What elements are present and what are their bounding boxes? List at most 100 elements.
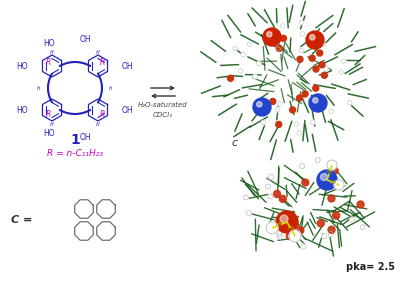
Circle shape xyxy=(329,109,334,114)
Circle shape xyxy=(331,167,338,174)
Circle shape xyxy=(313,66,319,72)
Text: H₂O-saturated: H₂O-saturated xyxy=(138,102,188,108)
Circle shape xyxy=(269,175,274,179)
Circle shape xyxy=(320,174,328,181)
Circle shape xyxy=(228,75,234,81)
Circle shape xyxy=(315,158,320,162)
Circle shape xyxy=(290,107,296,113)
Text: R: R xyxy=(99,57,105,66)
Circle shape xyxy=(309,94,327,112)
Circle shape xyxy=(297,227,304,234)
Circle shape xyxy=(263,28,281,46)
Text: h': h' xyxy=(50,122,54,126)
Circle shape xyxy=(348,100,352,105)
Circle shape xyxy=(280,215,288,223)
Circle shape xyxy=(277,231,282,236)
Circle shape xyxy=(319,62,325,68)
Circle shape xyxy=(286,218,293,225)
Text: OH: OH xyxy=(80,34,92,43)
Circle shape xyxy=(296,95,302,101)
Circle shape xyxy=(321,42,325,47)
Circle shape xyxy=(317,220,324,227)
Text: R: R xyxy=(45,110,51,118)
Circle shape xyxy=(241,53,245,57)
Circle shape xyxy=(299,48,304,53)
Circle shape xyxy=(265,184,270,189)
Text: h': h' xyxy=(96,122,100,126)
Circle shape xyxy=(308,98,312,102)
Circle shape xyxy=(313,98,318,103)
Circle shape xyxy=(339,70,344,74)
Text: h': h' xyxy=(96,49,100,55)
Text: HH: HH xyxy=(329,180,337,185)
Circle shape xyxy=(322,234,327,239)
Circle shape xyxy=(333,212,340,219)
Circle shape xyxy=(317,170,337,190)
Circle shape xyxy=(254,101,260,107)
Circle shape xyxy=(342,59,346,63)
Text: HH: HH xyxy=(287,227,295,231)
Circle shape xyxy=(274,191,280,197)
Circle shape xyxy=(324,67,328,71)
Text: R = n-C₁₁H₂₃: R = n-C₁₁H₂₃ xyxy=(47,149,103,158)
Circle shape xyxy=(297,131,301,135)
Circle shape xyxy=(268,194,273,199)
Circle shape xyxy=(313,43,319,49)
Circle shape xyxy=(289,230,301,242)
Text: HO: HO xyxy=(43,128,55,137)
Text: HH: HH xyxy=(326,170,333,175)
Circle shape xyxy=(276,45,282,51)
Circle shape xyxy=(278,102,282,106)
Text: h: h xyxy=(37,85,41,91)
Circle shape xyxy=(294,122,298,126)
Circle shape xyxy=(238,68,243,73)
Circle shape xyxy=(308,39,312,44)
Text: CDCl₃: CDCl₃ xyxy=(153,112,173,118)
Circle shape xyxy=(261,120,266,125)
Circle shape xyxy=(360,225,365,230)
Circle shape xyxy=(299,20,304,25)
Circle shape xyxy=(302,91,308,97)
Circle shape xyxy=(328,195,335,202)
Circle shape xyxy=(253,74,257,79)
Circle shape xyxy=(257,62,261,66)
Circle shape xyxy=(247,42,252,47)
Circle shape xyxy=(297,56,303,62)
Text: c: c xyxy=(232,138,238,148)
Circle shape xyxy=(300,32,305,36)
Circle shape xyxy=(267,32,272,37)
Circle shape xyxy=(278,234,282,239)
Text: OH: OH xyxy=(80,133,92,141)
Circle shape xyxy=(310,120,315,124)
Text: 1: 1 xyxy=(70,133,80,147)
Text: HO: HO xyxy=(16,105,28,114)
Circle shape xyxy=(270,99,276,105)
Circle shape xyxy=(279,195,286,202)
Text: HH: HH xyxy=(276,222,283,227)
Text: C =: C = xyxy=(11,215,33,225)
Text: HO: HO xyxy=(43,39,55,47)
Circle shape xyxy=(310,35,315,40)
Circle shape xyxy=(327,160,337,170)
Circle shape xyxy=(313,85,319,91)
Circle shape xyxy=(274,36,280,42)
Text: h: h xyxy=(109,85,113,91)
Circle shape xyxy=(233,46,237,51)
Circle shape xyxy=(302,179,309,186)
Circle shape xyxy=(276,211,298,233)
Circle shape xyxy=(243,195,248,200)
Text: OH: OH xyxy=(122,105,134,114)
Circle shape xyxy=(301,244,306,249)
Text: pka= 2.5: pka= 2.5 xyxy=(346,262,395,272)
Circle shape xyxy=(350,217,355,222)
Text: OH: OH xyxy=(122,62,134,70)
Circle shape xyxy=(280,24,285,28)
Circle shape xyxy=(257,102,262,107)
Circle shape xyxy=(280,35,286,41)
Circle shape xyxy=(328,231,333,237)
Circle shape xyxy=(246,210,251,215)
Text: HO: HO xyxy=(16,62,28,70)
Circle shape xyxy=(300,164,304,169)
Circle shape xyxy=(306,31,324,49)
Circle shape xyxy=(266,222,278,234)
